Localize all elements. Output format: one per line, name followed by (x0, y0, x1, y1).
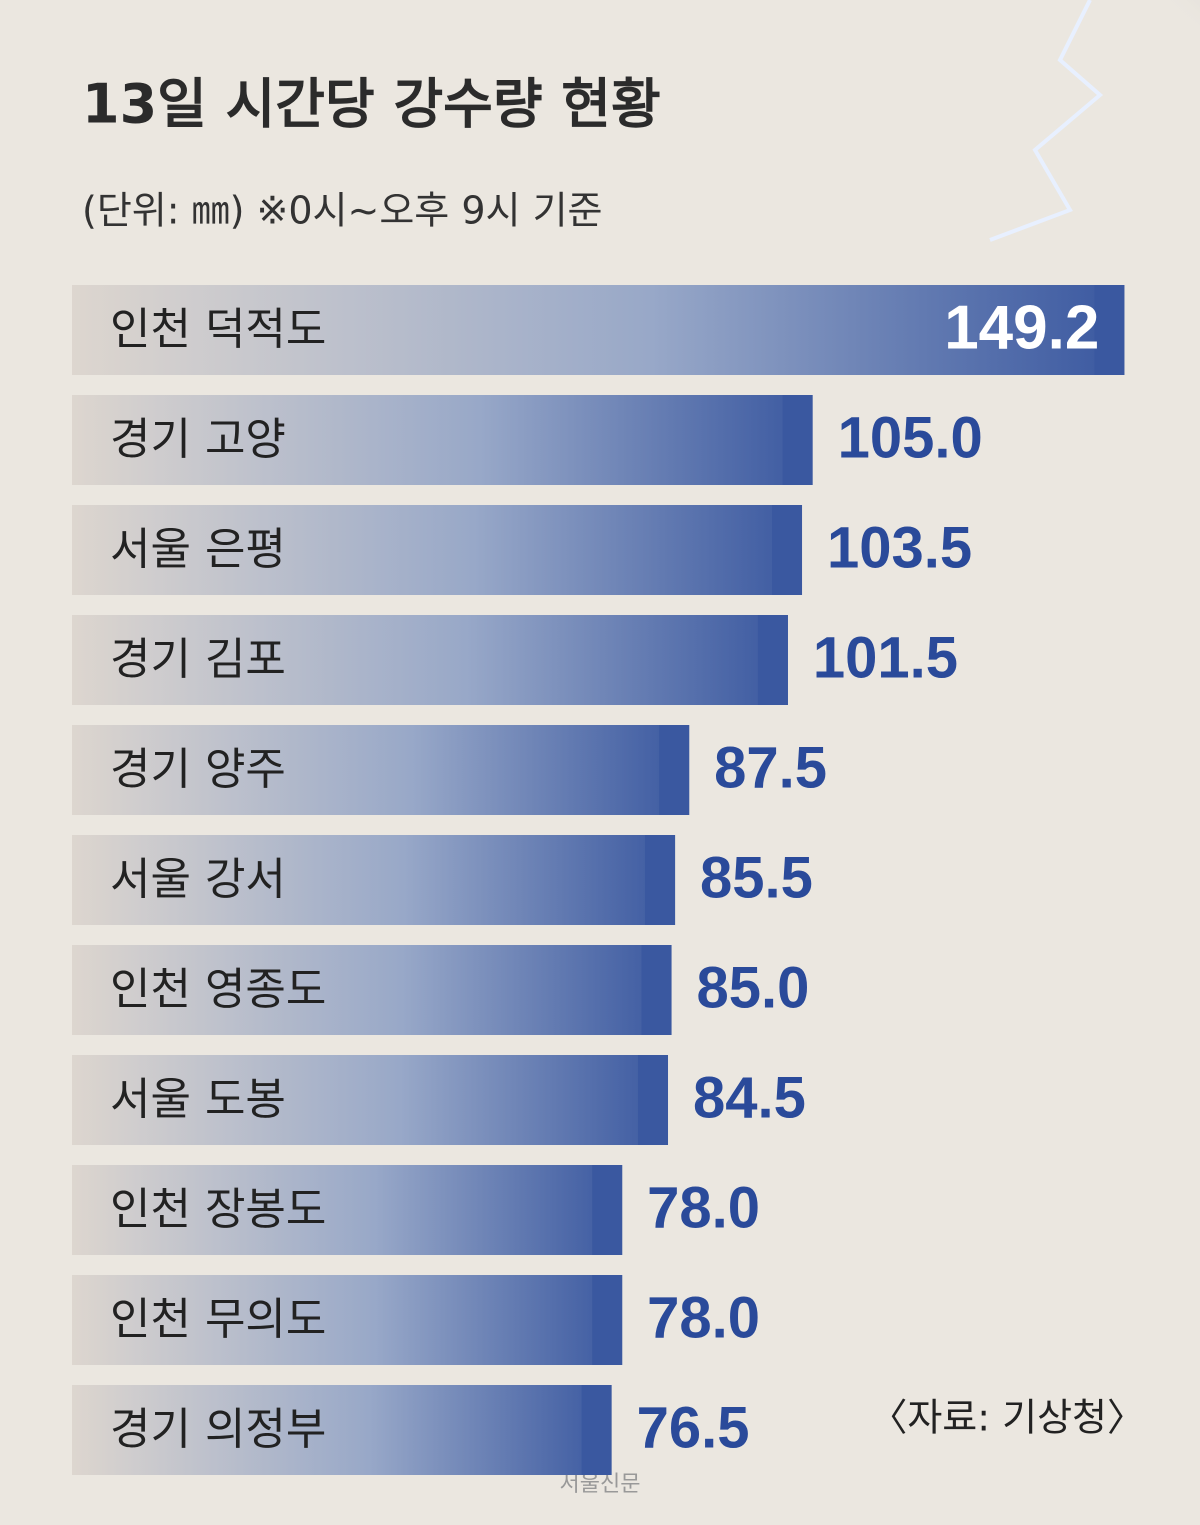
bar (72, 725, 690, 815)
bar-end (1094, 285, 1125, 375)
bar-end (592, 1165, 623, 1255)
category-label: 경기 김포 (110, 634, 286, 685)
category-label: 서울 강서 (110, 854, 286, 905)
storm-cloud (760, 0, 1200, 310)
bar (72, 835, 676, 925)
bar-end (645, 835, 676, 925)
category-label: 인천 영종도 (110, 964, 326, 1015)
bar (72, 285, 1125, 375)
bar (72, 615, 788, 705)
chart-title: 13일 시간당 강수량 현황 (82, 73, 661, 136)
bar-end (641, 945, 672, 1035)
value-label: 103.5 (827, 515, 972, 580)
value-label: 84.5 (693, 1065, 806, 1130)
bar-end (772, 505, 803, 595)
category-label: 인천 덕적도 (110, 304, 326, 355)
category-label: 서울 은평 (110, 524, 286, 575)
category-label: 경기 의정부 (110, 1404, 326, 1455)
bar (72, 1055, 669, 1145)
category-label: 인천 장봉도 (110, 1184, 326, 1235)
bar (72, 945, 672, 1035)
bar (72, 1165, 623, 1255)
value-label: 78.0 (647, 1175, 760, 1240)
bar-end (782, 395, 813, 485)
value-label: 85.5 (700, 845, 813, 910)
bar (72, 505, 803, 595)
source: 〈자료: 기상청〉 (869, 1396, 1145, 1440)
bar (72, 395, 813, 485)
value-label: 149.2 (944, 293, 1099, 362)
bars: 인천 덕적도 149.2 경기 고양 105.0 서울 은평 103.5 경기 김포 101.… (72, 285, 1125, 1475)
bar (72, 1275, 623, 1365)
bar-end (659, 725, 690, 815)
bar-end (592, 1275, 623, 1365)
value-label: 85.0 (697, 955, 810, 1020)
category-label: 경기 고양 (110, 414, 286, 465)
bar (72, 1385, 612, 1475)
lightning (989, 0, 1104, 242)
value-label: 105.0 (838, 405, 983, 470)
category-label: 서울 도봉 (110, 1074, 286, 1125)
category-label: 경기 양주 (110, 744, 286, 795)
watermark: 서울신문 (560, 1472, 641, 1497)
bar-end (581, 1385, 612, 1475)
value-label: 78.0 (647, 1285, 760, 1350)
bar-end (638, 1055, 669, 1145)
value-label: 76.5 (637, 1395, 750, 1460)
chart-subtitle: (단위: ㎜) ※0시~오후 9시 기준 (82, 189, 602, 233)
bar-end (757, 615, 788, 705)
value-label: 87.5 (714, 735, 827, 800)
value-label: 101.5 (813, 625, 958, 690)
category-label: 인천 무의도 (110, 1294, 326, 1345)
